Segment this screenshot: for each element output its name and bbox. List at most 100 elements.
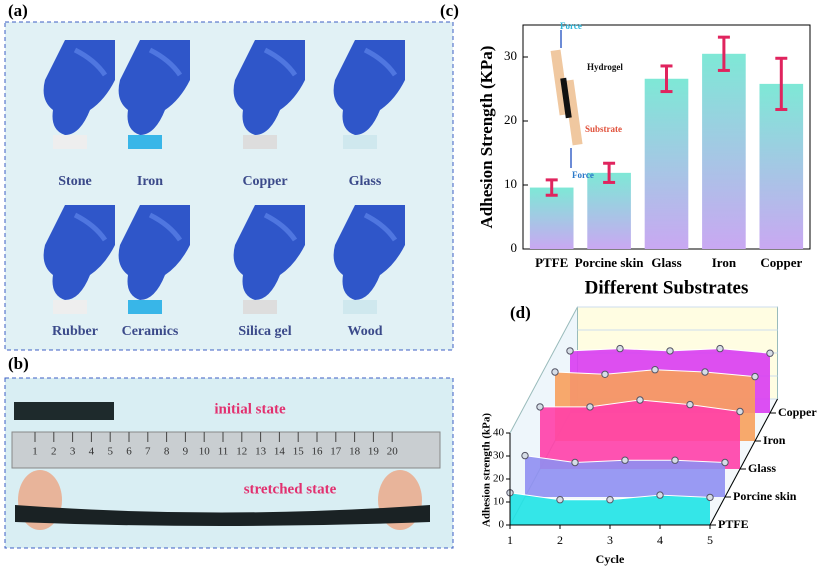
- x-tick-label: 4: [657, 533, 663, 547]
- bar: [587, 172, 631, 249]
- y-axis-label: Adhesion Strength (KPa): [477, 46, 496, 229]
- bar: [702, 53, 746, 249]
- data-point: [571, 458, 579, 467]
- series-label: PTFE: [718, 517, 749, 531]
- ruler-number: 20: [387, 446, 399, 458]
- ruler-number: 9: [183, 446, 189, 458]
- substrate-sample: [128, 135, 162, 149]
- substrate-label: Glass: [349, 174, 382, 189]
- data-point: [566, 347, 574, 355]
- data-point: [656, 491, 664, 499]
- substrate-sample: [53, 300, 87, 314]
- ruler-number: 12: [236, 446, 247, 458]
- ruler-number: 14: [274, 446, 286, 458]
- x-tick-label: Porcine skin: [575, 255, 645, 270]
- ruler-number: 16: [312, 446, 324, 458]
- data-point: [606, 496, 614, 504]
- initial-label: initial state: [214, 401, 286, 417]
- gel-strip: [14, 402, 114, 420]
- ruler-number: 1: [32, 446, 38, 458]
- data-point: [521, 451, 529, 460]
- x-tick-label: PTFE: [535, 255, 568, 270]
- inset-label: Force: [560, 21, 582, 31]
- data-point: [556, 496, 564, 504]
- data-point: [686, 400, 694, 409]
- ruler-number: 15: [293, 446, 305, 458]
- data-point: [721, 458, 729, 467]
- stretched-gel: [15, 505, 430, 526]
- ruler-number: 19: [368, 446, 380, 458]
- y-tick-label: 20: [504, 112, 517, 127]
- panel-letter: (a): [8, 1, 28, 20]
- ruler-number: 3: [70, 446, 76, 458]
- bar: [759, 83, 804, 249]
- x-tick-label: 5: [707, 533, 713, 547]
- series-label: Iron: [763, 433, 786, 447]
- series-label: Porcine skin: [733, 489, 797, 503]
- y-axis-label: Adhesion strength (kPa): [481, 413, 493, 527]
- depth-axis: [709, 398, 778, 526]
- ruler-number: 7: [145, 446, 151, 458]
- bar: [529, 187, 574, 249]
- x-tick-label: 1: [507, 533, 513, 547]
- data-point: [586, 403, 594, 411]
- panel-letter: (d): [510, 303, 531, 322]
- substrate-label: Wood: [347, 324, 382, 339]
- data-point: [536, 403, 544, 411]
- ruler-number: 8: [164, 446, 170, 458]
- y-tick-label: 40: [493, 427, 505, 439]
- x-tick-label: 2: [557, 533, 563, 547]
- y-tick-label: 20: [493, 473, 505, 485]
- ruler-number: 10: [199, 446, 211, 458]
- x-axis-label: Different Substrates: [585, 277, 749, 298]
- data-point: [601, 370, 609, 378]
- data-point: [616, 344, 624, 353]
- data-point: [766, 349, 774, 357]
- data-point: [706, 493, 714, 502]
- x-axis-label: Cycle: [596, 552, 625, 566]
- ruler-number: 18: [349, 446, 361, 458]
- y-tick-label: 10: [504, 176, 517, 191]
- data-point: [701, 368, 709, 376]
- y-tick-label: 30: [493, 450, 505, 462]
- substrate-label: Silica gel: [238, 324, 291, 339]
- series-label: Copper: [778, 405, 817, 419]
- inset-label: Force: [572, 170, 594, 180]
- bar: [644, 78, 689, 249]
- inset-label: Hydrogel: [587, 62, 623, 72]
- inset-diagram: [550, 30, 583, 168]
- x-tick-label: Glass: [651, 255, 681, 270]
- data-point: [551, 368, 559, 376]
- substrate-label: Ceramics: [122, 324, 179, 339]
- ruler-number: 17: [330, 446, 342, 458]
- x-tick-label: 3: [607, 533, 613, 547]
- ruler-number: 6: [126, 446, 132, 458]
- substrate-label: Stone: [58, 174, 91, 189]
- panel-letter: (b): [8, 354, 29, 373]
- substrate-label: Rubber: [52, 324, 98, 339]
- data-point: [751, 372, 759, 381]
- data-point: [736, 407, 744, 416]
- substrate-sample: [128, 300, 162, 314]
- substrate-sample: [343, 135, 377, 149]
- stretched-label: stretched state: [244, 481, 337, 497]
- data-point: [651, 366, 659, 374]
- ruler-number: 4: [89, 446, 95, 458]
- y-tick-label: 0: [499, 519, 505, 531]
- substrate-label: Copper: [242, 174, 287, 189]
- substrate-sample: [243, 135, 277, 149]
- data-point: [671, 456, 679, 464]
- ruler-number: 11: [218, 446, 229, 458]
- y-tick-label: 0: [511, 240, 518, 255]
- substrate-label: Iron: [137, 174, 163, 189]
- ribbon-fill: [540, 400, 740, 469]
- series-label: Glass: [748, 461, 776, 475]
- x-tick-label: Iron: [712, 255, 737, 270]
- panel-letter: (c): [440, 1, 459, 20]
- x-tick-label: Copper: [760, 255, 802, 270]
- substrate-sample: [343, 300, 377, 314]
- data-point: [636, 396, 644, 404]
- ruler-number: 2: [51, 446, 57, 458]
- y-tick-label: 30: [504, 48, 517, 63]
